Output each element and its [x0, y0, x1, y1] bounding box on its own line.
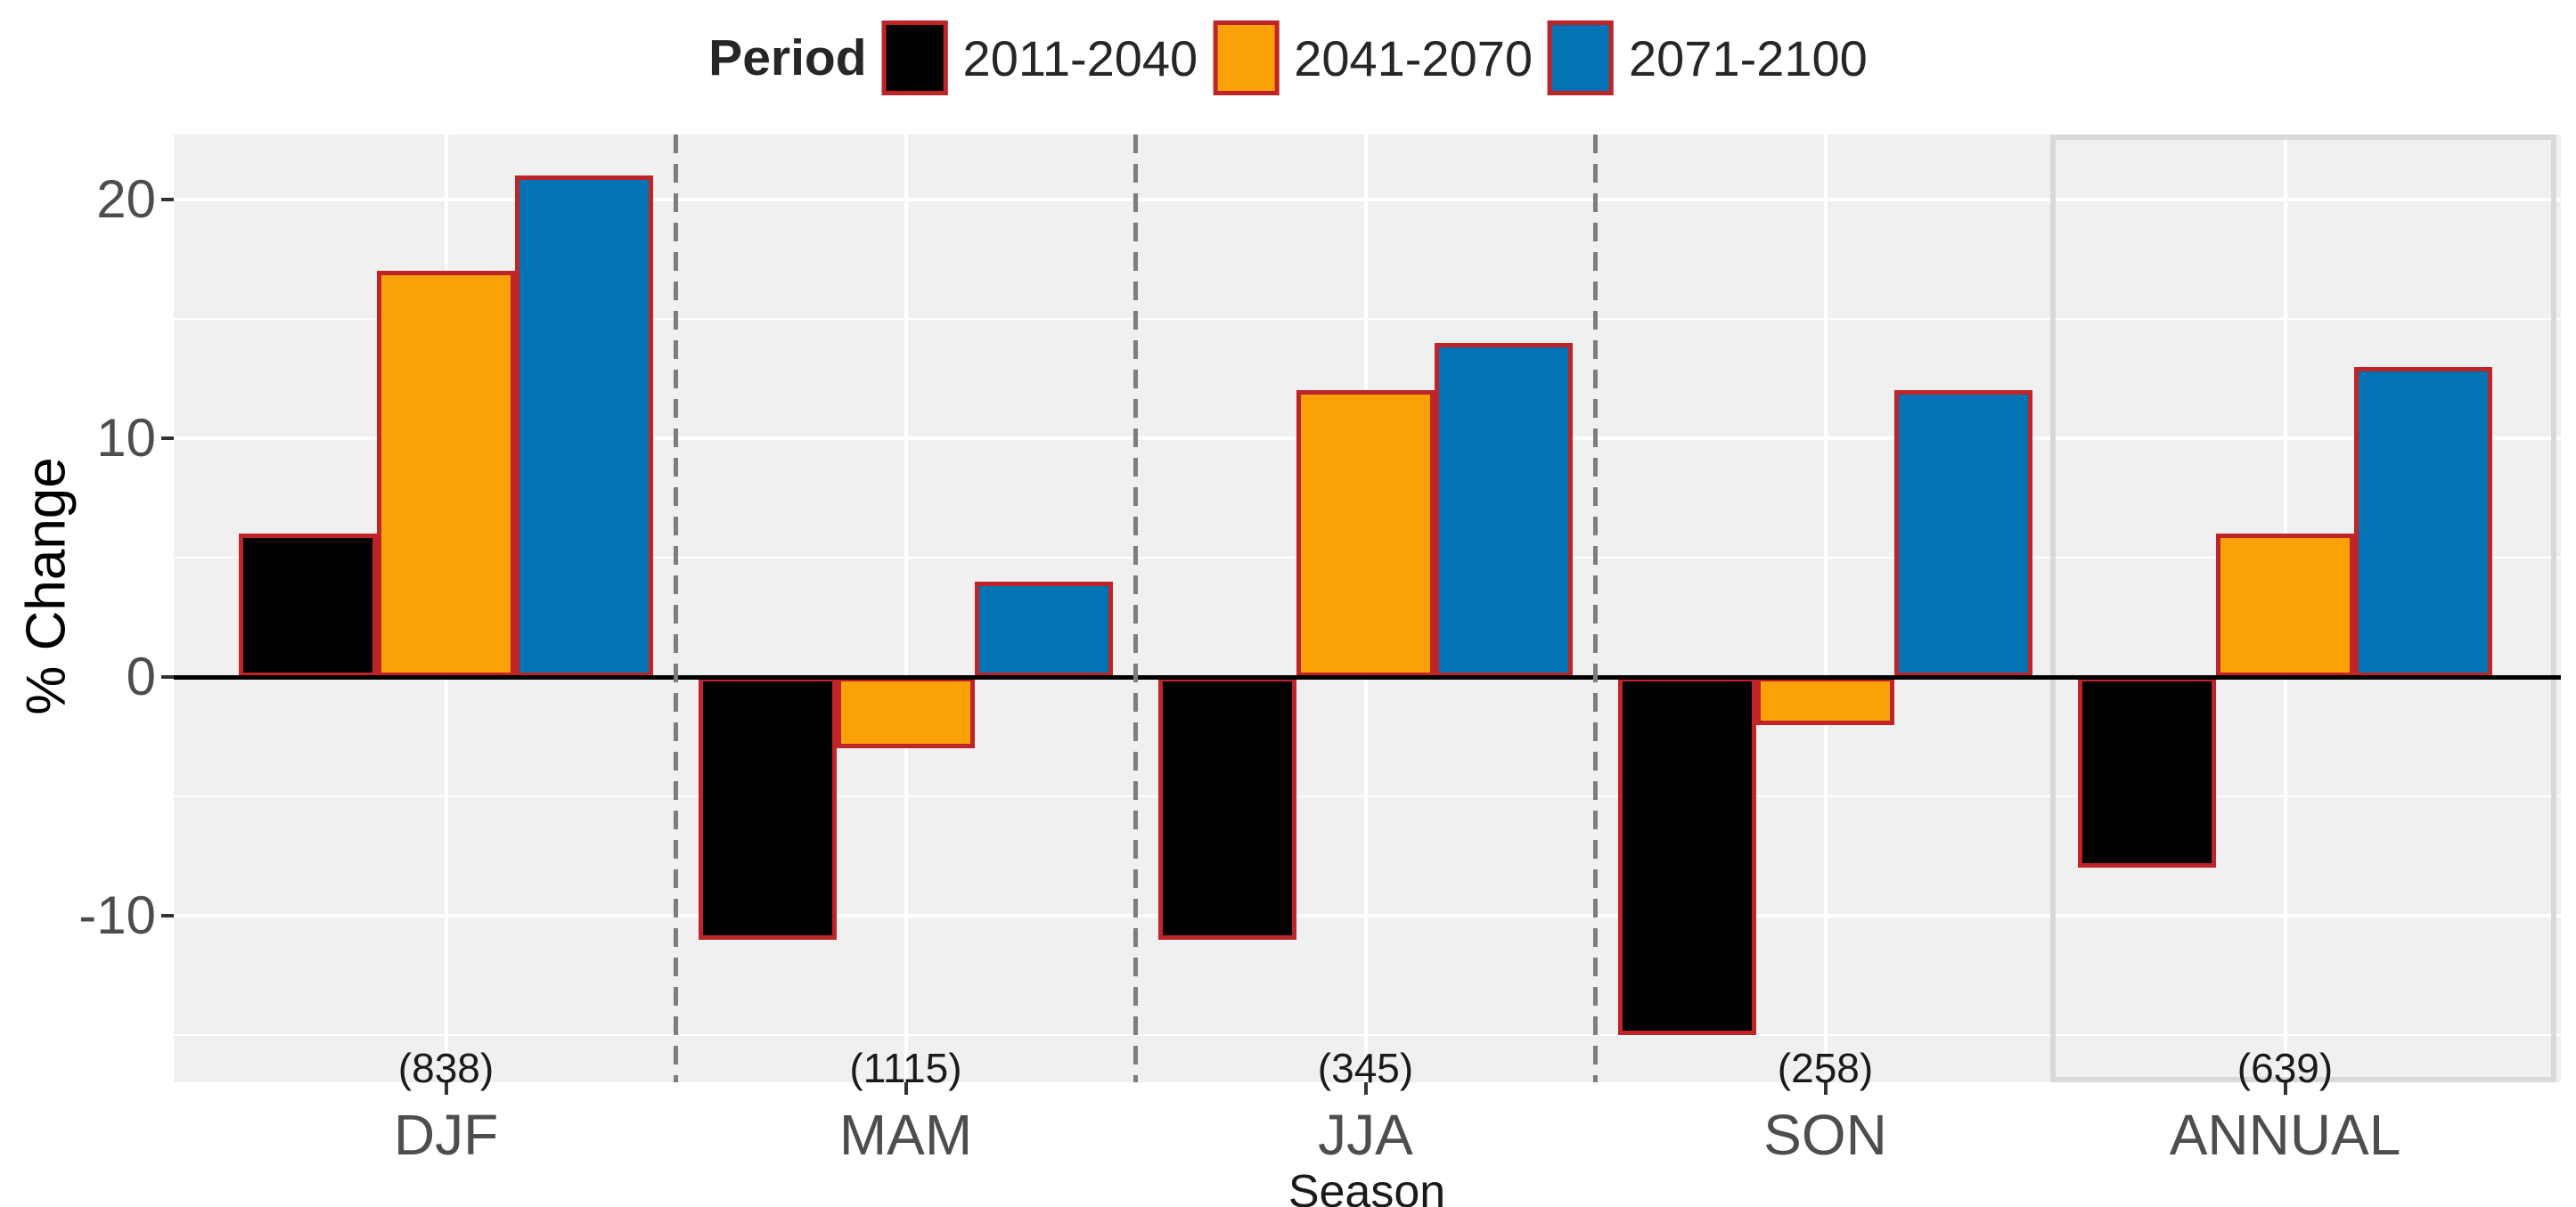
- y-tick-label: 10: [96, 408, 156, 468]
- legend-label-2041-2070: 2041-2070: [1294, 29, 1533, 86]
- y-tick-mark: [161, 198, 174, 201]
- count-label: (639): [2237, 1045, 2334, 1091]
- season-label-DJF: DJF: [393, 1103, 499, 1167]
- season-label-JJA: JJA: [1318, 1103, 1413, 1167]
- y-tick-mark: [161, 675, 174, 679]
- count-label: (258): [1777, 1045, 1874, 1091]
- legend-label-2071-2100: 2071-2100: [1629, 29, 1868, 86]
- season-separator: [1133, 135, 1138, 1082]
- bar-2011-2040-JJA: [1158, 677, 1296, 940]
- bar-2011-2040-MAM: [699, 677, 837, 940]
- x-tick-mark: [444, 1082, 448, 1095]
- y-tick-label: 0: [126, 647, 156, 706]
- x-tick-mark: [1823, 1082, 1828, 1095]
- bar-2041-2070-MAM: [837, 677, 975, 749]
- y-tick-label: -10: [78, 885, 156, 945]
- bar-2011-2040-ANNUAL: [2078, 677, 2216, 869]
- gridline-major: [174, 914, 2561, 917]
- x-axis-title: Season: [1288, 1166, 1446, 1207]
- count-label: (1115): [849, 1045, 962, 1091]
- bar-2071-2100-ANNUAL: [2354, 366, 2492, 677]
- legend-key-2011-2040: [881, 20, 948, 95]
- plot-panel: (838) (1115) (345) (258) (639): [174, 135, 2561, 1091]
- bar-2071-2100-SON: [1894, 390, 2032, 677]
- count-label: (345): [1317, 1045, 1414, 1091]
- legend-key-2071-2100: [1548, 20, 1615, 95]
- gridline-category: [904, 135, 908, 1082]
- y-tick-mark: [161, 436, 174, 440]
- bar-2071-2100-JJA: [1435, 342, 1573, 677]
- x-tick-mark: [2283, 1082, 2287, 1095]
- legend: Period 2011-2040 2041-2070 2071-2100: [708, 18, 1868, 98]
- bar-2041-2070-SON: [1756, 677, 1894, 725]
- season-label-SON: SON: [1763, 1103, 1887, 1167]
- annual-highlight-box: [2050, 135, 2556, 1082]
- count-label: (838): [397, 1045, 495, 1091]
- legend-key-2041-2070: [1213, 20, 1280, 95]
- gridline-minor: [174, 318, 2561, 320]
- x-tick-mark: [1363, 1082, 1368, 1095]
- zero-line: [174, 674, 2561, 680]
- bar-2041-2070-ANNUAL: [2216, 534, 2354, 677]
- bar-2011-2040-DJF: [239, 534, 377, 677]
- bar-2071-2100-MAM: [975, 581, 1113, 677]
- bar-2071-2100-DJF: [515, 175, 653, 677]
- bar-2041-2070-DJF: [377, 271, 515, 677]
- season-label-ANNUAL: ANNUAL: [2169, 1103, 2401, 1167]
- season-label-MAM: MAM: [838, 1103, 973, 1167]
- y-tick-label: 20: [96, 169, 156, 229]
- gridline-major: [174, 198, 2561, 201]
- season-separator: [1593, 135, 1598, 1082]
- x-tick-mark: [904, 1082, 908, 1095]
- legend-title: Period: [708, 29, 867, 86]
- gridline-minor: [174, 1034, 2561, 1036]
- season-separator: [674, 135, 678, 1082]
- gridline-category: [1823, 135, 1828, 1082]
- bar-2041-2070-JJA: [1296, 390, 1435, 677]
- legend-label-2011-2040: 2011-2040: [962, 29, 1198, 86]
- gridline-minor: [174, 795, 2561, 797]
- y-tick-mark: [161, 914, 174, 917]
- bar-2011-2040-SON: [1618, 677, 1756, 1035]
